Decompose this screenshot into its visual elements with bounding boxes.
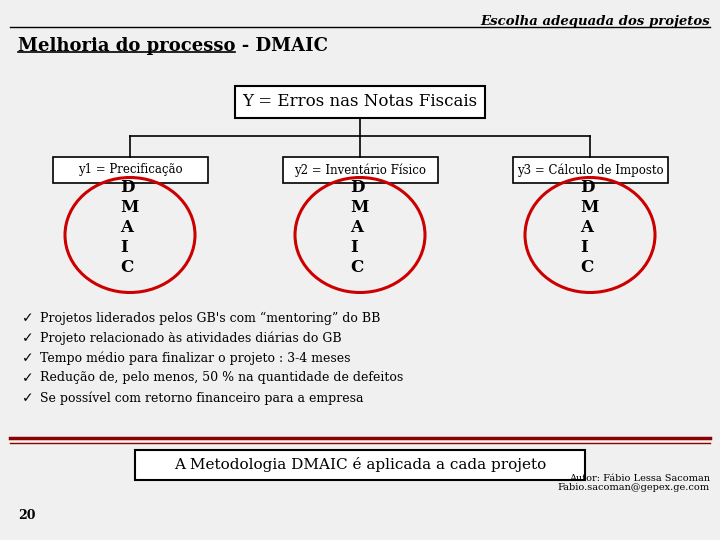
Text: Tempo médio para finalizar o projeto : 3-4 meses: Tempo médio para finalizar o projeto : 3… [40,351,351,364]
Text: D: D [580,179,595,195]
Text: C: C [350,259,364,275]
Text: Redução de, pelo menos, 50 % na quantidade de defeitos: Redução de, pelo menos, 50 % na quantida… [40,372,403,384]
Text: A Metodologia DMAIC é aplicada a cada projeto: A Metodologia DMAIC é aplicada a cada pr… [174,457,546,472]
FancyBboxPatch shape [53,157,207,183]
Text: Y = Erros nas Notas Fiscais: Y = Erros nas Notas Fiscais [243,93,477,111]
Text: Escolha adequada dos projetos: Escolha adequada dos projetos [480,15,710,28]
Text: A: A [350,219,363,235]
FancyBboxPatch shape [135,450,585,480]
Text: y3 = Cálculo de Imposto: y3 = Cálculo de Imposto [517,163,663,177]
Text: Projeto relacionado às atividades diárias do GB: Projeto relacionado às atividades diária… [40,331,341,345]
Text: A: A [120,219,133,235]
Text: M: M [580,199,598,215]
Text: ✓: ✓ [22,391,34,405]
Text: C: C [580,259,593,275]
Text: ✓: ✓ [22,351,34,365]
Text: D: D [350,179,364,195]
Text: D: D [120,179,135,195]
Text: Projetos liderados pelos GB's com “mentoring” do BB: Projetos liderados pelos GB's com “mento… [40,312,380,325]
Text: I: I [580,239,588,255]
Text: y2 = Inventário Físico: y2 = Inventário Físico [294,163,426,177]
Text: ✓: ✓ [22,311,34,325]
FancyBboxPatch shape [282,157,438,183]
Text: ✓: ✓ [22,371,34,385]
Text: A: A [580,219,593,235]
Text: Se possível com retorno financeiro para a empresa: Se possível com retorno financeiro para … [40,392,364,405]
Text: Fabio.sacoman@gepex.ge.com: Fabio.sacoman@gepex.ge.com [558,483,710,492]
Text: ✓: ✓ [22,331,34,345]
Text: 20: 20 [18,509,35,522]
Text: M: M [120,199,138,215]
Text: y1 = Precificação: y1 = Precificação [78,164,182,177]
FancyBboxPatch shape [235,86,485,118]
Text: Autor: Fábio Lessa Sacoman: Autor: Fábio Lessa Sacoman [569,474,710,483]
Text: I: I [350,239,358,255]
FancyBboxPatch shape [513,157,667,183]
Text: I: I [120,239,127,255]
Text: Melhoria do processo - DMAIC: Melhoria do processo - DMAIC [18,37,328,55]
Text: C: C [120,259,133,275]
Text: M: M [350,199,369,215]
